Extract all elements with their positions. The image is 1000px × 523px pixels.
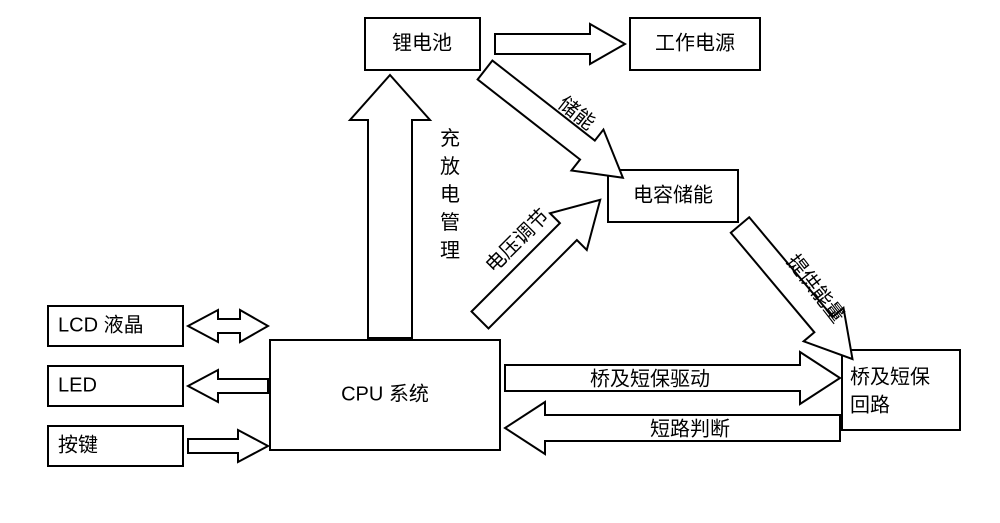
node-lcd-label: LCD 液晶 — [58, 313, 144, 336]
node-bridge: 桥及短保 回路 — [842, 350, 960, 430]
node-capacitor-label: 电容储能 — [633, 183, 713, 206]
node-lithium-label: 锂电池 — [392, 31, 452, 54]
node-power-label: 工作电源 — [655, 31, 735, 54]
arrow-bridge-to-cpu-label: 短路判断 — [650, 417, 730, 440]
node-power: 工作电源 — [630, 18, 760, 70]
arrow-keys-to-cpu — [188, 430, 268, 462]
node-lithium: 锂电池 — [365, 18, 480, 70]
node-lcd: LCD 液晶 — [48, 306, 183, 346]
arrow-cpu-to-lithium: 充 放 电 管 理 — [350, 75, 466, 338]
node-led-label: LED — [58, 374, 97, 396]
node-capacitor: 电容储能 — [608, 170, 738, 222]
node-cpu: CPU 系统 — [270, 340, 500, 450]
node-cpu-label: CPU 系统 — [341, 382, 429, 405]
arrow-lcd-cpu-bi — [188, 310, 268, 342]
node-bridge-label-1: 桥及短保 — [850, 365, 930, 388]
arrow-lithium-to-power — [495, 24, 625, 64]
arrow-lithium-to-cap: 储能 — [469, 50, 639, 199]
node-bridge-label-2: 回路 — [850, 393, 890, 416]
arrow-cap-to-bridge: 提供能量 — [720, 208, 872, 375]
arrow-cpu-to-lithium-label: 充 放 电 管 理 — [440, 127, 466, 262]
arrow-cpu-to-cap: 电压调节 — [462, 181, 619, 338]
node-led: LED — [48, 366, 183, 406]
node-keys-label: 按键 — [58, 433, 98, 456]
arrow-cpu-to-led — [188, 370, 268, 402]
arrow-bridge-to-cpu: 短路判断 — [505, 402, 840, 454]
arrow-cpu-to-bridge: 桥及短保驱动 — [505, 352, 840, 404]
arrow-cpu-to-bridge-label: 桥及短保驱动 — [590, 367, 710, 390]
node-keys: 按键 — [48, 426, 183, 466]
